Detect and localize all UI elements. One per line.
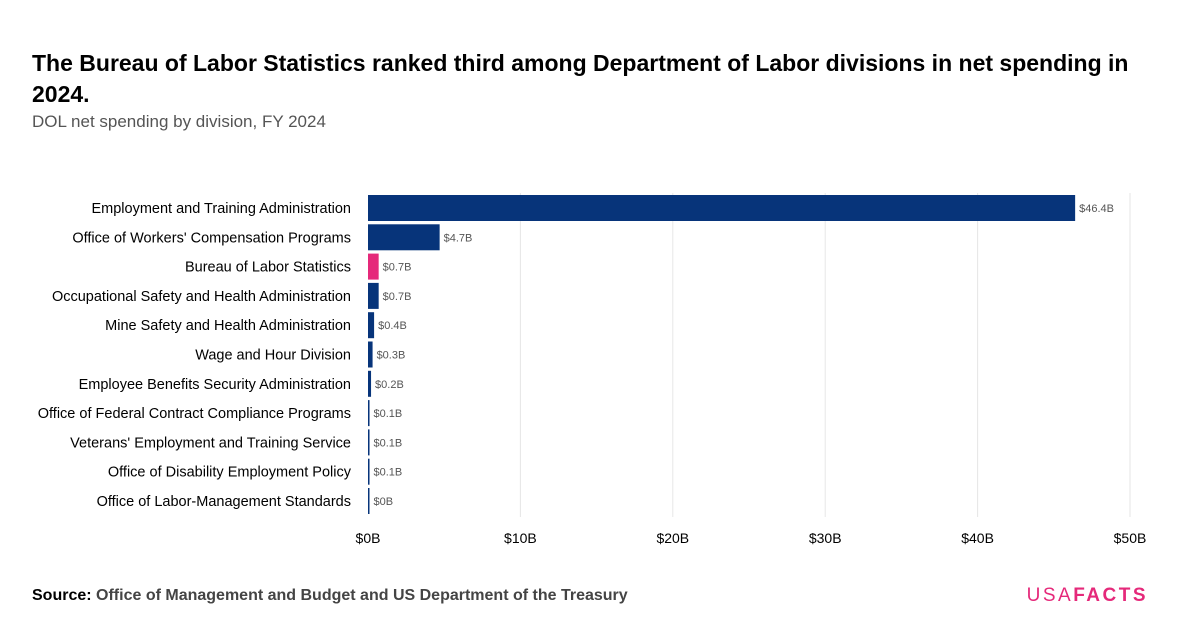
- value-label: $0.7B: [383, 291, 412, 303]
- value-label: $0.4B: [378, 320, 407, 332]
- category-label: Office of Workers' Compensation Programs: [72, 230, 351, 246]
- value-label: $46.4B: [1079, 203, 1114, 215]
- bar: [368, 341, 373, 368]
- x-tick-label: $30B: [809, 530, 842, 546]
- bar: [368, 312, 375, 339]
- x-axis-tick-labels: $0B $10B $20B $30B $40B $50B: [356, 530, 1147, 546]
- bars: [368, 195, 1076, 514]
- x-tick-label: $50B: [1114, 530, 1147, 546]
- category-label: Bureau of Labor Statistics: [185, 260, 351, 276]
- category-label: Occupational Safety and Health Administr…: [52, 289, 351, 305]
- gridlines: [519, 193, 1131, 517]
- logo-usa: USA: [1026, 585, 1074, 606]
- bar: [368, 224, 440, 251]
- source-label: Source:: [32, 587, 92, 604]
- x-tick-label: $20B: [656, 530, 689, 546]
- bar: [368, 195, 1076, 221]
- bar: [368, 253, 379, 280]
- category-label: Veterans' Employment and Training Servic…: [70, 435, 351, 451]
- source-text: Office of Management and Budget and US D…: [96, 587, 628, 604]
- chart-subtitle: DOL net spending by division, FY 2024: [32, 112, 326, 131]
- category-label: Wage and Hour Division: [195, 348, 351, 364]
- value-labels: $46.4B $4.7B $0.7B $0.7B $0.4B $0.3B $0.2B $0.1…: [374, 203, 1115, 508]
- value-label: $0.2B: [375, 379, 404, 391]
- bar: [368, 370, 372, 397]
- x-tick-label: $40B: [961, 530, 994, 546]
- bar: [368, 429, 370, 456]
- value-label: $4.7B: [444, 232, 473, 244]
- value-label: $0B: [374, 496, 394, 508]
- x-tick-label: $0B: [356, 530, 381, 546]
- bar: [368, 458, 370, 485]
- bar: [368, 282, 379, 309]
- category-label: Mine Safety and Health Administration: [105, 318, 351, 334]
- value-label: $0.1B: [374, 437, 403, 449]
- category-label: Office of Labor-Management Standards: [97, 494, 351, 510]
- bar: [368, 400, 370, 427]
- value-label: $0.1B: [374, 408, 403, 420]
- value-label: $0.1B: [374, 467, 403, 479]
- category-label: Employment and Training Administration: [91, 201, 351, 217]
- bar: [368, 488, 370, 514]
- category-labels: Employment and Training Administration Of…: [38, 201, 352, 510]
- category-label: Office of Federal Contract Compliance Pr…: [38, 406, 351, 422]
- usafacts-logo: USAFACTS: [1027, 585, 1148, 607]
- category-label: Employee Benefits Security Administratio…: [79, 377, 351, 393]
- x-tick-label: $10B: [504, 530, 537, 546]
- value-label: $0.3B: [377, 350, 406, 362]
- value-label: $0.7B: [383, 262, 412, 274]
- category-label: Office of Disability Employment Policy: [108, 465, 352, 481]
- logo-facts: FACTS: [1073, 585, 1148, 606]
- source-line: Source: Office of Management and Budget …: [32, 587, 628, 605]
- chart-title: The Bureau of Labor Statistics ranked th…: [32, 50, 1129, 107]
